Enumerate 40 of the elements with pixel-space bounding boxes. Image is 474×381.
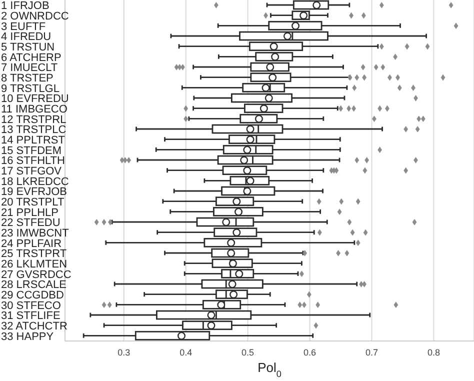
- y-tick-label: 29 CCGDBD: [1, 290, 64, 302]
- y-tick-label: 12 TRSTPRL: [1, 114, 66, 126]
- y-tick-label: 18 LKREDCC: [1, 176, 69, 188]
- y-tick-label: 1 IFRJOB: [1, 0, 50, 12]
- y-tick-label: 7 IMUECLT: [1, 62, 58, 74]
- y-tick-label: 17 STFGOV: [1, 166, 62, 178]
- y-tick-label: 31 STFLIFE: [1, 310, 60, 322]
- y-tick-label: 32 ATCHCTR: [1, 320, 68, 332]
- y-tick-label: 20 TRSTPLT: [1, 196, 64, 208]
- y-tick-label: 25 TRSTPRT: [1, 248, 67, 260]
- y-tick-label: 14 PPLTRST: [1, 134, 66, 146]
- y-tick-label: 10 EVFREDU: [1, 93, 69, 106]
- y-tick-label: 33 HAPPY: [1, 330, 54, 343]
- x-tick-label: 0.6: [304, 347, 316, 358]
- x-axis-title: Pol$_{0}$: [258, 360, 282, 379]
- y-tick-label: 8 TRSTEP: [1, 72, 54, 84]
- y-tick-label: 16 STFHLTH: [1, 155, 66, 168]
- y-tick-label: 6 ATCHERP: [1, 52, 62, 64]
- y-tick-label: 19 EVFRJOB: [1, 186, 68, 198]
- x-tick-label: 0.7: [365, 347, 378, 358]
- x-tick-label: 0.8: [427, 347, 440, 358]
- y-tick-label: 28 LRSCALE: [1, 279, 66, 292]
- y-tick-label: 24 PPLFAIR: [1, 238, 62, 250]
- y-tick-label: 2 OWNRDCC: [1, 10, 69, 22]
- y-tick-label: 21 PPLHLP: [1, 206, 58, 219]
- y-tick-label: 4 IFREDU: [1, 31, 52, 44]
- x-tick-label: 0.4: [180, 347, 192, 358]
- x-tick-label: 0.3: [118, 347, 130, 358]
- y-tick-label: 26 LKLMTEN: [1, 258, 68, 270]
- y-tick-label: 22 STFEDU: [1, 217, 60, 230]
- y-tick-label: 11 IMBGECO: [1, 104, 68, 116]
- y-tick-label: 13 TRSTPLC: [1, 124, 66, 136]
- x-tick-label: 0.5: [242, 347, 254, 358]
- y-tick-label: 27 GVSRDCC: [1, 268, 72, 281]
- y-tick-label: 3 EUFTF: [1, 20, 46, 33]
- y-tick-label: 30 STFECO: [1, 300, 62, 312]
- y-tick-label: 23 IMWBCNT: [1, 228, 70, 240]
- y-tick-label: 15 STFDEM: [1, 144, 62, 157]
- y-tick-label: 9 TRSTLGL: [1, 82, 60, 95]
- y-tick-label: 5 TRSTUN: [1, 42, 55, 54]
